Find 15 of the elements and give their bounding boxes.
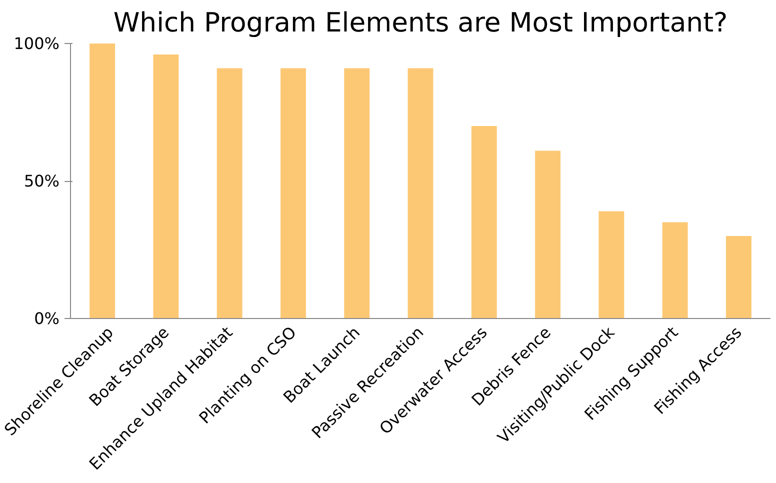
bar <box>90 44 116 318</box>
bar <box>216 68 242 318</box>
bar <box>662 222 688 318</box>
bar <box>344 68 370 318</box>
y-tick-label: 0% <box>34 309 60 328</box>
bar <box>408 68 434 318</box>
bar <box>726 236 752 318</box>
y-tick-label: 100% <box>14 34 60 53</box>
y-tick-label: 50% <box>24 172 60 190</box>
bar <box>471 126 497 318</box>
bar <box>280 68 306 318</box>
bar <box>598 211 624 318</box>
bar <box>535 150 560 318</box>
chart-title: Which Program Elements are Most Important? <box>113 8 728 38</box>
bar <box>153 54 179 318</box>
